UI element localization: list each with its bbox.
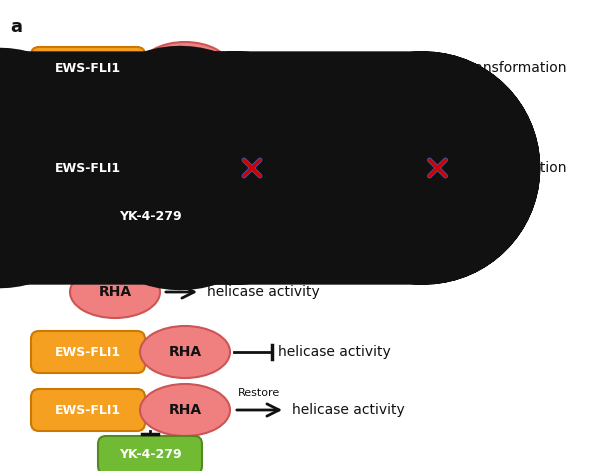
Ellipse shape [140, 326, 230, 378]
Ellipse shape [140, 384, 230, 436]
FancyBboxPatch shape [31, 147, 145, 189]
Text: YK-4-279: YK-4-279 [119, 211, 181, 224]
FancyBboxPatch shape [31, 331, 145, 373]
Text: EWS-FLI1: EWS-FLI1 [55, 346, 121, 358]
FancyBboxPatch shape [98, 436, 202, 471]
Text: RHA: RHA [169, 345, 202, 359]
FancyBboxPatch shape [31, 47, 145, 89]
FancyBboxPatch shape [98, 198, 202, 236]
Text: Transcription
Splicing: Transcription Splicing [330, 53, 419, 83]
Text: helicase activity: helicase activity [278, 345, 391, 359]
Text: Transformation: Transformation [462, 161, 566, 175]
Ellipse shape [70, 266, 160, 318]
Text: Transcription
Splicing: Transcription Splicing [330, 153, 419, 183]
Text: EWS-FLI1: EWS-FLI1 [55, 162, 121, 174]
Text: Transformation: Transformation [462, 61, 566, 75]
Text: RHA: RHA [169, 403, 202, 417]
Text: EWS-FLI1: EWS-FLI1 [55, 62, 121, 74]
Text: a: a [10, 18, 22, 36]
Text: YK-4-279: YK-4-279 [119, 448, 181, 462]
Text: RHA: RHA [98, 285, 131, 299]
Ellipse shape [140, 42, 230, 94]
Text: helicase activity: helicase activity [207, 285, 320, 299]
Text: RHA: RHA [169, 61, 202, 75]
Text: EWS-FLI1: EWS-FLI1 [55, 404, 121, 416]
Text: Restore: Restore [238, 388, 280, 398]
Text: b: b [10, 252, 23, 270]
Text: helicase activity: helicase activity [292, 403, 405, 417]
FancyBboxPatch shape [31, 389, 145, 431]
Text: RHA: RHA [169, 161, 202, 175]
Ellipse shape [140, 142, 230, 194]
